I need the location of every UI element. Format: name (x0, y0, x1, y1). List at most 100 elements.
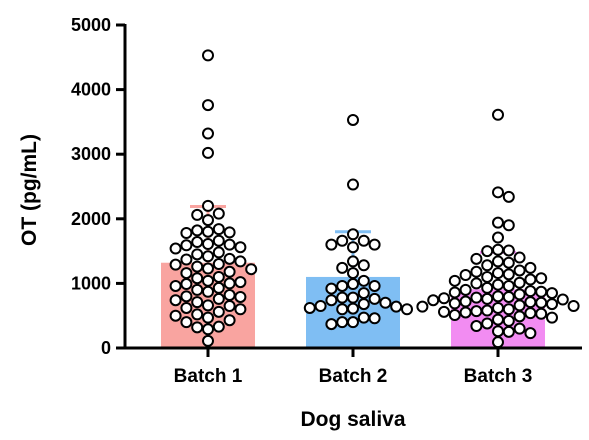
data-point-batch1-61 (191, 321, 204, 334)
data-point-batch2-8 (347, 241, 359, 254)
data-point-batch1-2 (202, 99, 214, 112)
data-point-batch2-1 (347, 113, 359, 126)
data-point-batch3-29 (481, 281, 494, 294)
data-point-batch3-67 (492, 325, 504, 338)
data-point-batch3-69 (524, 327, 537, 340)
data-point-batch3-20 (459, 269, 472, 282)
data-point-batch3-63 (502, 314, 515, 327)
data-point-batch3-31 (524, 285, 537, 298)
data-point-batch3-34 (546, 287, 558, 300)
data-point-batch2-16 (368, 279, 381, 292)
data-point-batch1-56 (169, 309, 182, 322)
data-point-batch1-23 (202, 250, 214, 263)
data-point-batch3-36 (492, 290, 504, 303)
data-point-batch3-64 (481, 317, 494, 330)
data-point-batch2-20 (336, 291, 349, 304)
data-point-batch2-15 (336, 279, 349, 292)
data-point-batch2-25 (314, 300, 327, 313)
data-point-batch2-2 (347, 178, 359, 191)
y-tick-label-2000: 2000 (71, 209, 111, 229)
data-point-batch1-43 (202, 285, 214, 298)
data-point-batch2-31 (357, 311, 370, 324)
data-point-batch1-5 (202, 199, 214, 212)
data-point-batch2-17 (325, 282, 338, 295)
data-point-batch2-34 (336, 316, 349, 329)
data-point-batch3-35 (513, 288, 526, 301)
data-point-batch3-46 (448, 297, 461, 310)
category-label-2: Batch 2 (319, 366, 388, 387)
data-point-batch3-51 (492, 301, 504, 314)
data-point-batch3-45 (535, 296, 548, 309)
data-point-batch3-37 (502, 290, 515, 303)
data-point-batch3-49 (567, 300, 580, 313)
data-point-batch2-14 (347, 278, 359, 291)
data-point-batch3-14 (481, 259, 494, 272)
data-point-batch3-28 (502, 279, 515, 292)
data-point-batch1-11 (202, 225, 214, 238)
data-point-batch3-40 (481, 292, 494, 305)
data-point-batch3-16 (513, 264, 526, 277)
data-point-batch1-6 (212, 207, 225, 220)
data-point-batch3-27 (492, 278, 504, 291)
data-point-batch3-5 (502, 219, 515, 232)
data-point-batch1-49 (191, 296, 204, 309)
data-point-batch1-39 (180, 278, 193, 291)
data-point-batch1-10 (191, 224, 204, 237)
data-point-batch3-56 (459, 306, 472, 319)
data-point-batch3-7 (492, 243, 504, 256)
data-point-batch1-44 (223, 289, 236, 302)
y-tick-label-3000: 3000 (71, 144, 111, 164)
data-point-batch2-27 (303, 301, 316, 314)
data-point-batch1-27 (212, 258, 225, 271)
data-point-batch1-54 (212, 305, 225, 318)
data-point-batch3-60 (513, 310, 526, 323)
data-point-batch3-61 (546, 311, 558, 324)
data-point-batch1-50 (202, 299, 214, 312)
data-point-batch1-36 (202, 274, 214, 287)
data-point-batch1-8 (202, 214, 214, 227)
data-point-batch2-21 (368, 292, 381, 305)
data-point-batch3-11 (470, 252, 483, 265)
data-point-batch1-12 (223, 226, 236, 239)
data-point-batch3-41 (556, 293, 569, 306)
data-point-batch1-41 (212, 281, 225, 294)
data-point-batch3-18 (492, 267, 504, 280)
data-point-batch3-25 (513, 276, 526, 289)
data-point-batch1-30 (202, 262, 214, 275)
data-point-batch3-55 (438, 305, 450, 318)
data-point-batch1-35 (191, 272, 204, 285)
data-point-batch3-26 (470, 277, 483, 290)
data-point-batch1-34 (212, 270, 225, 283)
data-point-batch2-24 (357, 298, 370, 311)
data-point-batch2-11 (336, 261, 349, 274)
data-point-batch2-23 (379, 296, 392, 309)
data-point-batch3-21 (481, 270, 494, 283)
data-point-batch1-59 (180, 316, 193, 329)
data-point-batch3-57 (524, 307, 537, 320)
data-point-batch1-16 (202, 237, 214, 250)
data-point-batch1-21 (212, 246, 225, 259)
data-point-batch3-24 (448, 274, 461, 287)
data-point-batch3-1 (492, 108, 504, 121)
data-point-batch3-23 (524, 273, 537, 286)
data-point-batch3-48 (513, 299, 526, 312)
data-point-batch3-38 (470, 291, 483, 304)
data-point-batch1-3 (202, 127, 214, 140)
data-point-batch1-62 (202, 323, 214, 336)
data-point-batch1-13 (180, 227, 193, 240)
data-point-batch2-12 (347, 267, 359, 280)
data-point-batch2-29 (336, 303, 349, 316)
data-point-batch3-65 (470, 320, 483, 333)
data-point-batch2-30 (401, 303, 413, 316)
data-point-batch1-4 (202, 146, 214, 159)
data-point-batch3-30 (459, 283, 472, 296)
data-point-batch2-13 (357, 274, 370, 287)
data-point-batch1-60 (212, 320, 225, 333)
data-point-batch1-40 (169, 279, 182, 292)
y-tick-label-0: 0 (101, 338, 111, 358)
data-point-batch3-43 (459, 295, 472, 308)
y-tick-label-4000: 4000 (71, 80, 111, 100)
data-point-batch1-37 (234, 276, 247, 289)
data-point-batch1-22 (191, 248, 204, 261)
